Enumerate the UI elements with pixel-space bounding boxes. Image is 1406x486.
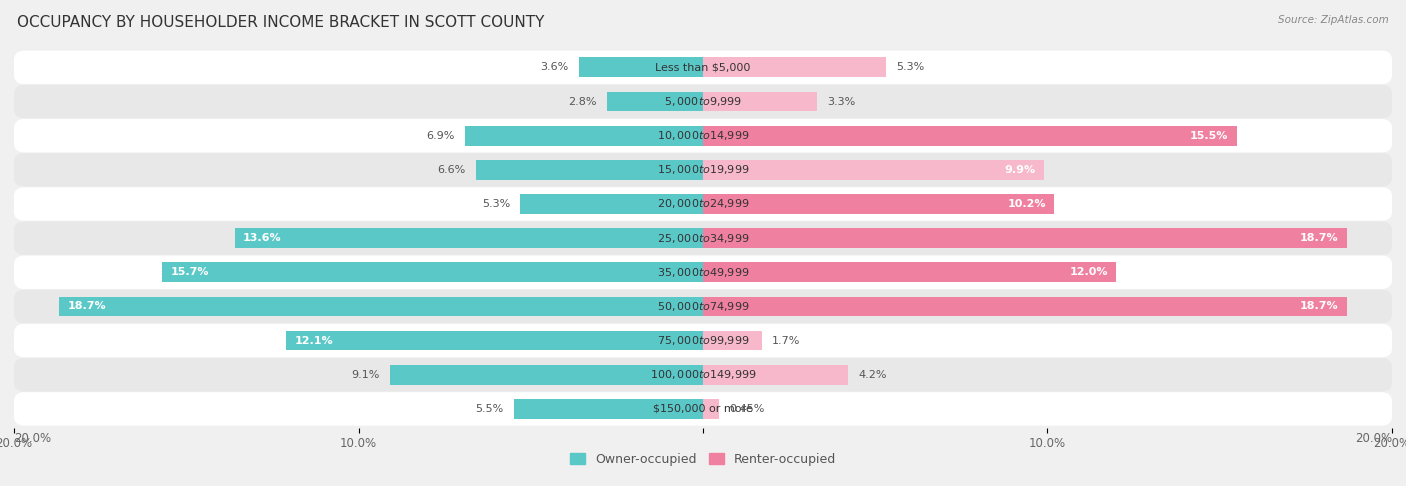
Text: 12.1%: 12.1% <box>295 336 333 346</box>
Text: 1.7%: 1.7% <box>772 336 800 346</box>
Text: 6.6%: 6.6% <box>437 165 465 175</box>
Text: 5.5%: 5.5% <box>475 404 503 414</box>
FancyBboxPatch shape <box>14 51 1392 84</box>
Bar <box>703 228 1347 248</box>
Bar <box>703 194 1054 214</box>
Text: $150,000 or more: $150,000 or more <box>654 404 752 414</box>
Text: 9.1%: 9.1% <box>352 370 380 380</box>
FancyBboxPatch shape <box>14 85 1392 118</box>
Text: 3.3%: 3.3% <box>827 97 855 106</box>
Bar <box>475 160 703 180</box>
Text: OCCUPANCY BY HOUSEHOLDER INCOME BRACKET IN SCOTT COUNTY: OCCUPANCY BY HOUSEHOLDER INCOME BRACKET … <box>17 15 544 30</box>
Bar <box>703 262 1116 282</box>
Text: 18.7%: 18.7% <box>1301 301 1339 312</box>
FancyBboxPatch shape <box>14 119 1392 153</box>
Bar <box>703 92 817 111</box>
Bar <box>59 296 703 316</box>
Text: 15.7%: 15.7% <box>170 267 209 278</box>
Text: $15,000 to $19,999: $15,000 to $19,999 <box>657 163 749 176</box>
Text: 20.0%: 20.0% <box>1355 432 1392 445</box>
Text: Less than $5,000: Less than $5,000 <box>655 62 751 72</box>
Bar <box>520 194 703 214</box>
Text: 5.3%: 5.3% <box>896 62 924 72</box>
Bar <box>465 126 703 146</box>
Bar <box>703 330 762 350</box>
Legend: Owner-occupied, Renter-occupied: Owner-occupied, Renter-occupied <box>565 448 841 471</box>
Text: 2.8%: 2.8% <box>568 97 596 106</box>
Text: 20.0%: 20.0% <box>14 432 51 445</box>
Text: 18.7%: 18.7% <box>1301 233 1339 243</box>
FancyBboxPatch shape <box>14 358 1392 392</box>
Bar <box>703 399 718 419</box>
Text: 3.6%: 3.6% <box>540 62 568 72</box>
FancyBboxPatch shape <box>14 324 1392 357</box>
Bar <box>703 296 1347 316</box>
Text: 15.5%: 15.5% <box>1189 131 1229 140</box>
Text: $50,000 to $74,999: $50,000 to $74,999 <box>657 300 749 313</box>
Text: $100,000 to $149,999: $100,000 to $149,999 <box>650 368 756 381</box>
Text: $20,000 to $24,999: $20,000 to $24,999 <box>657 197 749 210</box>
Text: 4.2%: 4.2% <box>858 370 887 380</box>
Text: Source: ZipAtlas.com: Source: ZipAtlas.com <box>1278 15 1389 25</box>
FancyBboxPatch shape <box>14 392 1392 426</box>
Bar <box>162 262 703 282</box>
Bar <box>703 160 1045 180</box>
Text: $35,000 to $49,999: $35,000 to $49,999 <box>657 266 749 279</box>
Text: 0.45%: 0.45% <box>728 404 765 414</box>
FancyBboxPatch shape <box>14 290 1392 323</box>
Text: 12.0%: 12.0% <box>1069 267 1108 278</box>
Bar <box>235 228 703 248</box>
FancyBboxPatch shape <box>14 256 1392 289</box>
Text: $10,000 to $14,999: $10,000 to $14,999 <box>657 129 749 142</box>
Bar <box>703 126 1237 146</box>
Bar <box>703 365 848 384</box>
Text: $25,000 to $34,999: $25,000 to $34,999 <box>657 232 749 244</box>
Text: 13.6%: 13.6% <box>243 233 281 243</box>
Text: 6.9%: 6.9% <box>426 131 456 140</box>
Text: 10.2%: 10.2% <box>1007 199 1046 209</box>
FancyBboxPatch shape <box>14 187 1392 221</box>
Text: 9.9%: 9.9% <box>1004 165 1035 175</box>
Bar <box>703 57 886 77</box>
Text: 18.7%: 18.7% <box>67 301 105 312</box>
Bar <box>513 399 703 419</box>
Bar <box>389 365 703 384</box>
Bar <box>579 57 703 77</box>
Text: $75,000 to $99,999: $75,000 to $99,999 <box>657 334 749 347</box>
Bar <box>606 92 703 111</box>
Text: $5,000 to $9,999: $5,000 to $9,999 <box>664 95 742 108</box>
FancyBboxPatch shape <box>14 222 1392 255</box>
Bar <box>287 330 703 350</box>
Text: 5.3%: 5.3% <box>482 199 510 209</box>
FancyBboxPatch shape <box>14 153 1392 187</box>
